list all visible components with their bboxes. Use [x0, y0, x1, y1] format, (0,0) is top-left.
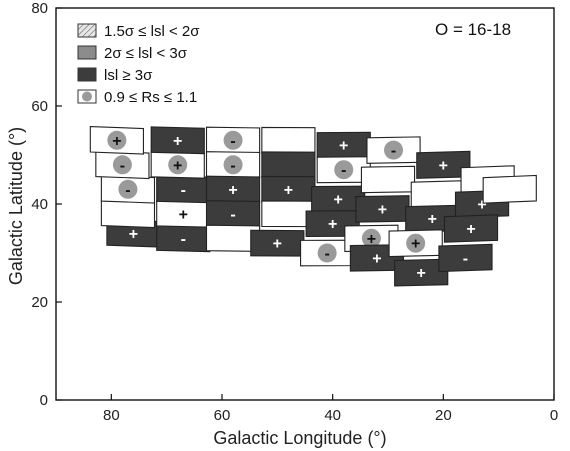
sky-cell [394, 258, 449, 287]
rs-circle-marker [223, 130, 243, 150]
y-tick-label: 0 [40, 392, 48, 409]
rs-circle-marker [406, 233, 426, 253]
sky-cell [100, 199, 156, 229]
sky-cell [261, 126, 316, 154]
plus-sign-label: + [228, 182, 237, 199]
ticks-layer: 80 60 40 20 0 0 20 40 60 80 [31, 0, 558, 424]
minus-sign-label: - [181, 182, 186, 199]
plus-sign-label: + [328, 216, 337, 233]
sky-cell [438, 243, 493, 273]
rs-circle-marker [168, 155, 188, 175]
sky-cell [482, 174, 537, 204]
plus-sign-label: + [417, 265, 426, 282]
rs-circle-marker [107, 130, 127, 150]
rs-circle-marker [112, 155, 132, 175]
legend-circle-icon [82, 91, 92, 102]
plus-sign-label: + [173, 133, 182, 150]
legend: 1.5σ ≤ lsl < 2σ 2σ ≤ lsl < 3σ lsl ≥ 3σ 0… [77, 23, 200, 106]
sky-cell [261, 151, 316, 179]
minus-sign-label: - [463, 250, 468, 267]
plus-sign-label: + [466, 221, 475, 238]
plus-sign-label: + [378, 201, 387, 218]
plus-sign-label: + [284, 182, 293, 199]
legend-swatch-dark [77, 67, 97, 82]
minus-sign-label: - [324, 246, 329, 263]
minus-sign-label: - [120, 157, 125, 174]
y-tick-label: 20 [31, 294, 48, 311]
plus-sign-label: + [428, 211, 437, 228]
legend-label-hatched: 1.5σ ≤ lsl < 2σ [104, 23, 200, 40]
sky-cell [443, 214, 499, 243]
rs-circle-marker [118, 179, 138, 199]
legend-label-circle: 0.9 ≤ Rs ≤ 1.1 [104, 89, 197, 106]
plus-sign-label: + [129, 226, 138, 243]
minus-sign-label: - [230, 206, 235, 223]
plus-sign-label: + [179, 206, 188, 223]
plus-sign-label: + [367, 231, 376, 248]
rs-circle-marker [223, 155, 243, 175]
x-tick-label: 40 [324, 407, 341, 424]
minus-sign-label: - [181, 231, 186, 248]
plus-sign-label: + [411, 236, 420, 253]
y-tick-label: 80 [31, 0, 48, 17]
o-range-annotation: O = 16-18 [435, 20, 511, 39]
minus-sign-label: - [230, 133, 235, 150]
rs-circle-marker [317, 243, 337, 263]
legend-label-gray: 2σ ≤ lsl < 3σ [104, 45, 188, 62]
plus-sign-label: + [372, 250, 381, 267]
rs-circle-marker [361, 228, 381, 248]
plus-sign-label: + [273, 236, 282, 253]
rs-circle-marker [334, 160, 354, 180]
plus-sign-label: + [112, 133, 121, 150]
minus-sign-label: - [341, 162, 346, 179]
legend-label-dark: lsl ≥ 3σ [104, 67, 153, 84]
cells-layer: + -+- -- ++ + --+-+++-++--+++++++++- [89, 125, 537, 287]
minus-sign-label: - [391, 143, 396, 160]
x-tick-label: 60 [214, 407, 231, 424]
sky-cell [150, 126, 205, 155]
x-tick-label: 80 [103, 407, 120, 424]
x-tick-label: 0 [550, 407, 558, 424]
y-axis-title: Galactic Latitude (°) [6, 127, 26, 285]
plus-sign-label: + [439, 157, 448, 174]
legend-swatch-hatched [77, 23, 97, 38]
sky-cell [360, 165, 416, 194]
plus-sign-label: + [173, 157, 182, 174]
plus-sign-label: + [339, 138, 348, 155]
legend-swatch-gray [77, 45, 97, 60]
minus-sign-label: - [230, 157, 235, 174]
plus-sign-label: + [334, 192, 343, 209]
y-tick-label: 60 [31, 98, 48, 115]
x-axis-title: Galactic Longitude (°) [213, 428, 386, 448]
rs-circle-marker [384, 140, 404, 160]
x-tick-label: 20 [435, 407, 452, 424]
plus-sign-label: + [477, 197, 486, 214]
minus-sign-label: - [125, 182, 130, 199]
y-tick-label: 40 [31, 196, 48, 213]
